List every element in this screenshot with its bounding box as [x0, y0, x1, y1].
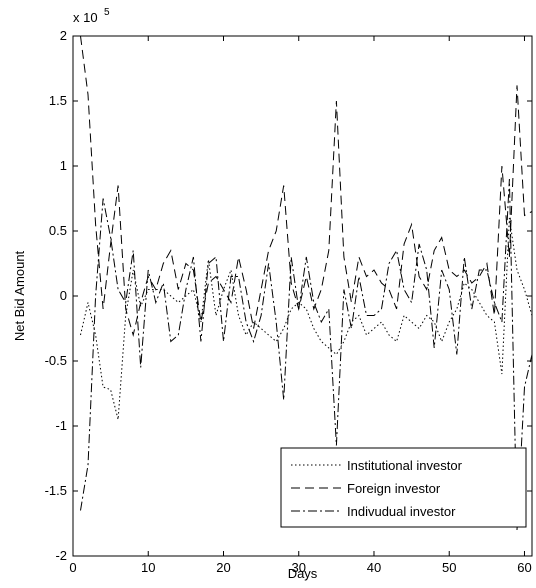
y-tick-label: -1: [55, 418, 67, 433]
y-exponent-power: 5: [104, 7, 110, 18]
x-tick-label: 10: [141, 560, 155, 575]
y-tick-label: -0.5: [45, 353, 67, 368]
x-tick-label: 60: [517, 560, 531, 575]
y-tick-label: -2: [55, 548, 67, 563]
legend-label-1: Institutional investor: [347, 458, 463, 473]
y-tick-label: 1: [60, 158, 67, 173]
y-tick-label: 1.5: [49, 93, 67, 108]
x-tick-label: 20: [216, 560, 230, 575]
x-tick-label: 0: [69, 560, 76, 575]
y-exponent-base: x 10: [73, 10, 98, 25]
legend: Institutional investor Foreign investor In…: [281, 448, 526, 527]
y-tick-label: 2: [60, 28, 67, 43]
x-axis-label: Days: [288, 566, 318, 581]
x-tick-label: 50: [442, 560, 456, 575]
x-tick-label: 40: [367, 560, 381, 575]
legend-label-2: Foreign investor: [347, 481, 441, 496]
y-tick-label: -1.5: [45, 483, 67, 498]
y-axis-label: Net Bid Amount: [12, 250, 27, 341]
y-tick-label: 0: [60, 288, 67, 303]
y-tick-label: 0.5: [49, 223, 67, 238]
legend-label-3: Indivudual investor: [347, 504, 456, 519]
